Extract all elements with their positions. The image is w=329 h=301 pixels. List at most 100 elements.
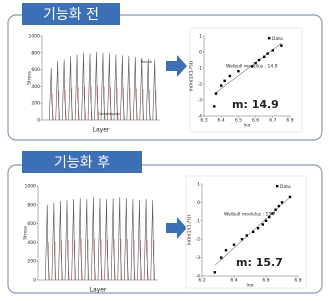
stress-spike (44, 204, 50, 281)
stress-spike (55, 61, 61, 121)
stress-spike (130, 199, 136, 281)
y-tick-label: -3 (196, 255, 201, 261)
data-point (213, 271, 216, 274)
stress-spike (87, 53, 93, 121)
data-point (228, 74, 231, 78)
data-point (271, 49, 274, 52)
y-tick-label: 0 (37, 118, 40, 124)
y-tick-label: 1 (197, 182, 200, 188)
stress-spike (126, 56, 132, 121)
y-axis-label: ln(ln(1/(1-F))) (187, 215, 193, 245)
annotation: Compression (98, 112, 121, 116)
chart-frame (189, 27, 303, 133)
y-tick-label: 1000 (29, 34, 41, 40)
data-point (250, 65, 254, 68)
x-tick-label: 6.4 (230, 278, 237, 284)
x-axis-label: lnσ (244, 123, 251, 129)
stress-spike (48, 67, 54, 121)
y-tick-label: 400 (31, 84, 40, 90)
data-point (224, 249, 228, 252)
data-point (257, 58, 261, 62)
x-tick-label: 6.6 (262, 278, 269, 284)
data-point (266, 52, 269, 55)
x-tick-label: 6.7 (269, 118, 276, 124)
data-point (213, 105, 216, 108)
stress-spike (71, 199, 76, 281)
stress-spike (64, 200, 70, 281)
y-tick-label: -4 (196, 274, 201, 280)
data-point (223, 79, 226, 82)
panel-tab (22, 151, 142, 173)
x-tick-label: 6.8 (294, 278, 301, 284)
stress-spike (152, 59, 158, 121)
arrow (166, 55, 187, 77)
y-axis-label: Stress (27, 70, 33, 84)
data-point (268, 215, 271, 219)
panel-label: 기능화 후 (54, 155, 110, 171)
legend-marker (276, 185, 279, 188)
y-tick-label: 0 (197, 200, 200, 206)
y-tick-label: 200 (31, 101, 40, 107)
result-label: m: 14.9 (232, 98, 279, 111)
data-point (254, 62, 257, 65)
y-tick-label: 600 (31, 67, 40, 73)
data-point (214, 92, 218, 95)
stress-spike (124, 198, 129, 281)
legend-label: Data (272, 36, 283, 42)
stress-spike (104, 199, 109, 281)
y-tick-label: -3 (198, 98, 203, 104)
y-tick-label: -2 (196, 237, 201, 243)
data-point (220, 256, 223, 259)
y-tick-label: 1000 (25, 184, 37, 190)
y-axis-label: Stress (23, 225, 29, 239)
data-point (220, 84, 223, 87)
stress-spike (120, 55, 125, 121)
data-point (252, 230, 255, 234)
x-tick-label: 6.2 (198, 278, 205, 284)
stress-spike (117, 197, 123, 281)
x-tick-label: 6.5 (235, 118, 242, 124)
stress-spike (110, 198, 116, 281)
y-tick-label: 200 (27, 259, 36, 265)
legend-label: Data (280, 184, 291, 190)
data-point (237, 70, 240, 73)
data-point (274, 208, 277, 211)
stress-spike (74, 54, 80, 121)
stress-spike (113, 54, 119, 121)
chart-frame (185, 175, 307, 289)
stress-spike (58, 201, 63, 281)
y-tick-label: 800 (27, 202, 36, 208)
data-point (288, 195, 292, 199)
data-point (240, 238, 244, 241)
stress-spike (139, 57, 145, 121)
data-point (264, 219, 268, 222)
stress-spike (107, 53, 112, 121)
stress-spike (68, 56, 73, 121)
stress-spike (143, 199, 149, 281)
y-tick-label: 800 (31, 50, 40, 56)
data-point (232, 243, 236, 246)
panel-tab (22, 3, 120, 25)
x-axis-label: Layer (90, 287, 107, 294)
stress-spike (133, 56, 138, 121)
data-point (245, 234, 248, 237)
stress-spike (145, 58, 151, 121)
annotation: Tensile (139, 60, 152, 64)
stress-spike (61, 59, 67, 121)
stress-spike (150, 200, 156, 281)
data-point (280, 44, 283, 47)
stress-spike (84, 199, 90, 281)
stress-spike (94, 51, 99, 121)
data-point (280, 201, 284, 204)
fit-line (214, 43, 282, 94)
y-tick-label: 0 (33, 278, 36, 284)
y-tick-label: 1 (199, 34, 202, 40)
stress-spike (97, 198, 103, 281)
result-label: m: 15.7 (236, 256, 283, 269)
stress-spike (51, 202, 57, 281)
y-tick-label: -4 (198, 114, 203, 120)
annotation: Weibull modulus : 15.7 (224, 212, 276, 218)
x-axis-label: Layer (93, 127, 110, 134)
